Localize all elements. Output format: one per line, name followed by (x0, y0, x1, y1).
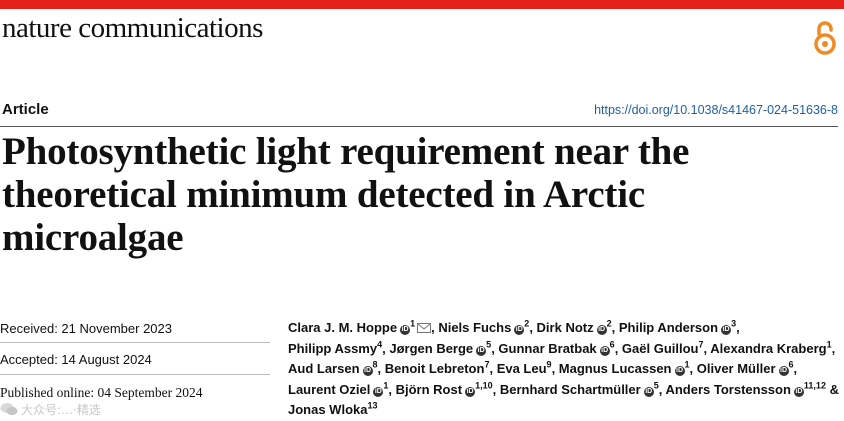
author-list: Clara J. M. Hoppe iD1, Niels Fuchs iD2, Di… (288, 318, 839, 417)
orcid-icon[interactable]: iD (596, 325, 607, 335)
author-name-text: Eva Leu (496, 361, 547, 376)
author-name-text: Anders Torstensson (665, 381, 791, 397)
author-name[interactable]: Gunnar Bratbak iD6 (498, 339, 615, 356)
affiliation-number: 5 (653, 380, 659, 391)
date-divider (0, 374, 270, 375)
orcid-icon[interactable]: iD (476, 345, 487, 356)
author-name[interactable]: Jørgen Berge iD5 (389, 339, 492, 356)
author-name[interactable]: Oliver Müller iD6 (696, 359, 794, 376)
author-name-text: Aud Larsen (288, 361, 360, 376)
published-date: Published online: 04 September 2024 (0, 385, 203, 400)
orcid-icon[interactable]: iD (400, 325, 411, 335)
affiliation-number: 11,12 (803, 380, 826, 391)
author-name[interactable]: Laurent Oziel iD1 (288, 380, 389, 397)
author-name-text: Jørgen Berge (389, 340, 474, 356)
author-name[interactable]: Anders Torstensson iD11,12 (665, 380, 826, 397)
affiliation-number: 4 (377, 339, 383, 350)
affiliation-number: 13 (367, 400, 378, 411)
received-date: Received: 21 November 2023 (0, 321, 172, 336)
journal-name[interactable]: nature communications (2, 12, 263, 44)
author-name-text: Philip Anderson (618, 320, 719, 335)
affiliation-number: 7 (484, 359, 490, 370)
orcid-icon[interactable]: iD (674, 366, 685, 376)
author-name-text: Gunnar Bratbak (498, 340, 597, 356)
affiliation-number: 5 (486, 339, 492, 350)
author-name[interactable]: Clara J. M. Hoppe iD1 (288, 318, 432, 335)
author-name[interactable]: Philip Anderson iD3 (618, 318, 737, 335)
doi-link[interactable]: https://doi.org/10.1038/s41467-024-51636… (594, 103, 838, 117)
affiliation-number: 6 (609, 339, 615, 350)
author-name[interactable]: Dirk Notz iD2 (536, 318, 612, 335)
header-divider (0, 126, 838, 127)
author-name-text: Clara J. M. Hoppe (288, 320, 398, 335)
email-icon[interactable] (417, 323, 432, 333)
open-access-icon (814, 21, 836, 55)
author-name[interactable]: Eva Leu9 (496, 359, 552, 376)
author-name-text: Magnus Lucassen (558, 361, 672, 376)
author-name-text: Philipp Assmy (288, 340, 378, 356)
author-name-text: Alexandra Kraberg (710, 340, 827, 356)
affiliation-number: 1,10 (475, 380, 493, 391)
author-name-text: Benoit Lebreton (384, 361, 485, 376)
affiliation-number: 7 (698, 339, 704, 350)
article-title: Photosynthetic light requirement near th… (2, 130, 690, 259)
watermark: 大众号:…·精选 (0, 398, 130, 420)
orcid-icon[interactable]: iD (721, 325, 732, 335)
affiliation-number: 1 (410, 318, 416, 329)
orcid-icon[interactable]: iD (514, 325, 525, 335)
author-name-text: Dirk Notz (536, 320, 594, 335)
affiliation-number: 6 (788, 359, 794, 370)
author-name-text: Gaël Guillou (621, 340, 699, 356)
affiliation-number: 1 (684, 359, 690, 370)
accepted-date: Accepted: 14 August 2024 (0, 352, 152, 367)
journal-accent-bar (0, 0, 844, 9)
affiliation-number: 1 (383, 380, 389, 391)
affiliation-number: 2 (606, 318, 612, 329)
author-name[interactable]: Benoit Lebreton7 (384, 359, 490, 376)
date-divider (0, 342, 270, 343)
orcid-icon[interactable]: iD (599, 345, 610, 356)
author-name-text: Laurent Oziel (288, 381, 371, 397)
author-name[interactable]: Aud Larsen iD8 (288, 359, 378, 376)
orcid-icon[interactable]: iD (373, 386, 384, 397)
author-name-text: Oliver Müller (696, 361, 776, 376)
affiliation-number: 9 (546, 359, 552, 370)
wechat-icon (0, 403, 18, 416)
author-name-text: Björn Rost (395, 381, 463, 397)
orcid-icon[interactable]: iD (778, 366, 789, 376)
orcid-icon[interactable]: iD (465, 386, 476, 397)
affiliation-number: 3 (731, 318, 737, 329)
affiliation-number: 1 (826, 339, 832, 350)
author-name-text: Niels Fuchs (438, 320, 512, 335)
author-name[interactable]: Björn Rost iD1,10 (395, 380, 493, 397)
orcid-icon[interactable]: iD (643, 386, 654, 397)
author-name[interactable]: Bernhard Schartmüller iD5 (499, 380, 659, 397)
author-name[interactable]: Alexandra Kraberg1 (710, 339, 832, 356)
affiliation-number: 2 (524, 318, 530, 329)
author-name-text: Jonas Wloka (288, 402, 368, 417)
author-name[interactable]: Magnus Lucassen iD1 (558, 359, 690, 376)
author-name[interactable]: Niels Fuchs iD2 (438, 318, 530, 335)
author-name[interactable]: Jonas Wloka13 (288, 400, 378, 417)
author-connector: & (829, 381, 839, 397)
orcid-icon[interactable]: iD (362, 366, 373, 376)
orcid-icon[interactable]: iD (793, 386, 804, 397)
author-name-text: Bernhard Schartmüller (499, 381, 641, 397)
article-type: Article (2, 101, 49, 118)
watermark-text: 大众号:…·精选 (21, 402, 101, 417)
affiliation-number: 8 (372, 359, 378, 370)
author-name[interactable]: Philipp Assmy4 (288, 339, 383, 356)
author-name[interactable]: Gaël Guillou7 (621, 339, 704, 356)
